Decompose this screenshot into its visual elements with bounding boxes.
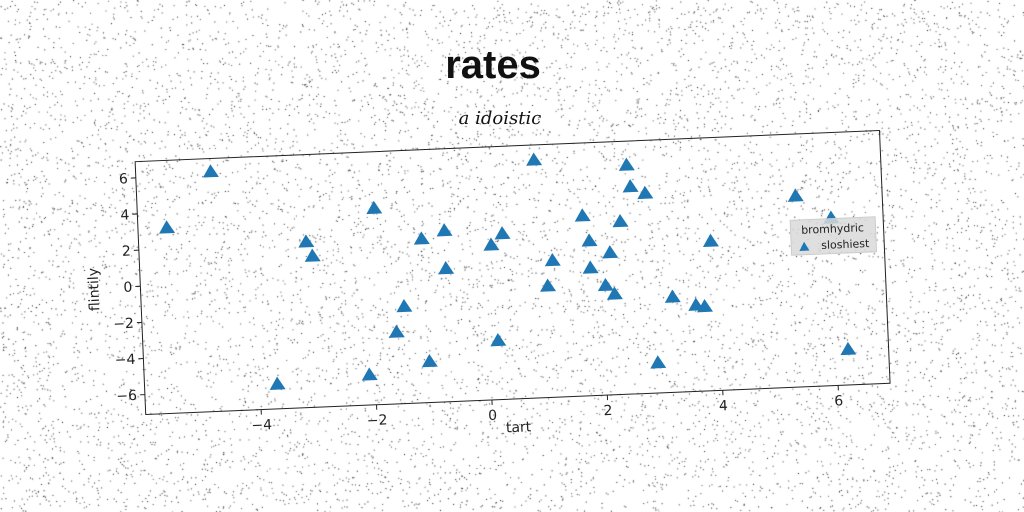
- chart-subtitle: a idoistic: [459, 108, 542, 129]
- chart-title: rates: [445, 43, 541, 87]
- x-tick-label: 6: [834, 393, 844, 409]
- data-point-triangle: [581, 233, 598, 247]
- data-point-triangle: [366, 200, 383, 215]
- plot-area: −4 −2 0 2 4 6 −6 −4 −2 0 2 4 6 tart flintily bromhy…: [86, 129, 891, 436]
- legend: bromhydric sloshiest: [789, 216, 878, 256]
- x-tick-label: −2: [367, 412, 388, 429]
- data-point-triangle: [544, 252, 561, 267]
- y-tick-label: 0: [123, 280, 133, 296]
- y-tick-label: 4: [120, 207, 130, 223]
- data-point-triangle: [388, 324, 405, 338]
- data-point-triangle: [602, 245, 619, 259]
- data-point-triangle: [618, 157, 635, 171]
- data-point-triangle: [664, 289, 681, 303]
- data-point-triangle: [526, 152, 543, 166]
- data-point-triangle: [637, 185, 654, 200]
- data-point-triangle: [159, 220, 176, 234]
- data-point-triangle: [490, 333, 507, 347]
- data-point-triangle: [582, 260, 599, 274]
- data-point-triangle: [304, 248, 321, 262]
- data-point-triangle: [840, 341, 857, 356]
- data-point-triangle: [421, 353, 438, 368]
- data-point-triangle: [597, 277, 614, 292]
- data-point-triangle: [697, 299, 714, 313]
- x-tick-label: 2: [603, 403, 613, 419]
- x-axis: −4 −2 0 2 4 6: [251, 385, 844, 434]
- y-tick-label: −6: [116, 388, 137, 405]
- data-point-triangle: [413, 231, 430, 245]
- plot-frame: [134, 129, 891, 415]
- data-point-triangle: [436, 223, 453, 237]
- data-point-triangle: [269, 376, 286, 390]
- legend-title: bromhydric: [801, 221, 864, 237]
- y-tick-label: −4: [114, 352, 135, 369]
- x-axis-label: tart: [506, 419, 532, 436]
- data-point-triangle: [483, 237, 500, 251]
- data-point-triangle: [438, 261, 455, 275]
- data-point-triangle: [574, 208, 591, 222]
- data-point-triangle: [202, 164, 219, 178]
- y-tick-label: −2: [113, 316, 134, 333]
- data-point-triangle: [702, 233, 719, 247]
- data-point-triangle: [622, 179, 639, 193]
- y-axis-label: flintily: [86, 268, 104, 312]
- legend-marker-sloshiest: [799, 241, 810, 251]
- y-tick-label: 2: [122, 243, 132, 259]
- data-point-triangle: [361, 367, 378, 381]
- data-point-triangle: [396, 298, 413, 313]
- data-point-triangle: [650, 355, 667, 369]
- legend-entry-sloshiest: sloshiest: [821, 237, 870, 252]
- data-point-triangle: [612, 213, 629, 228]
- x-tick-label: 4: [719, 398, 729, 414]
- data-point-triangle: [298, 234, 315, 248]
- data-point-triangle: [494, 226, 511, 240]
- data-points: [159, 152, 857, 390]
- data-point-triangle: [606, 286, 623, 300]
- x-tick-label: 0: [488, 408, 498, 424]
- data-point-triangle: [540, 278, 557, 292]
- y-axis: −6 −4 −2 0 2 4 6: [113, 171, 145, 405]
- y-tick-label: 6: [119, 171, 129, 187]
- legend-box: [789, 216, 878, 256]
- data-point-triangle: [787, 188, 804, 202]
- x-tick-label: −4: [251, 417, 272, 434]
